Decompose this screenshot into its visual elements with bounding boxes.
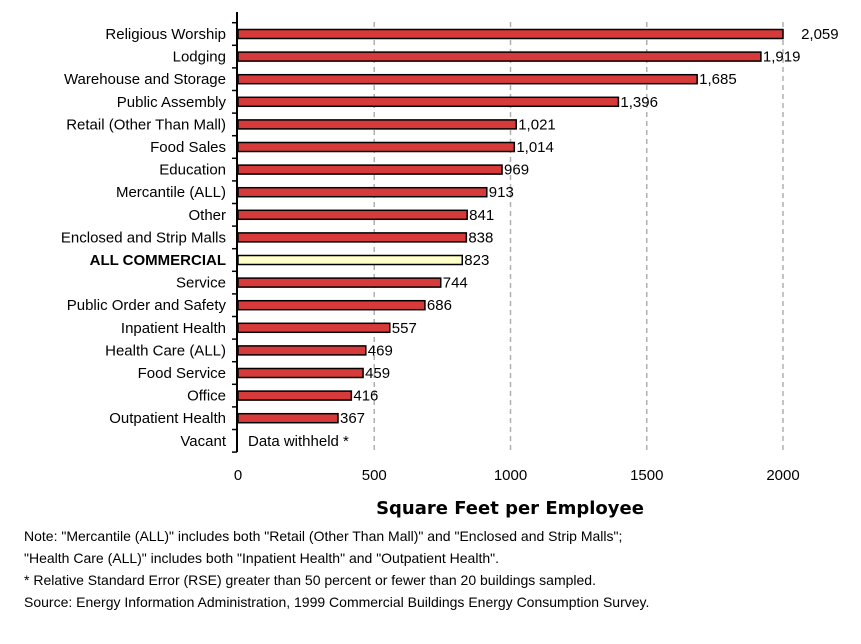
x-tick-label: 0 [234, 467, 242, 484]
category-label: Religious Worship [105, 26, 226, 43]
bar [237, 141, 516, 153]
bar [237, 28, 784, 40]
category-label: Office [187, 388, 226, 405]
data-label: 841 [469, 207, 494, 224]
category-label: Education [159, 162, 226, 179]
category-label: Public Assembly [117, 94, 227, 111]
data-label: 913 [489, 184, 514, 201]
data-label: 744 [443, 275, 468, 292]
bar [237, 96, 620, 108]
data-label: 459 [365, 365, 390, 382]
note-line-4: Source: Energy Information Administratio… [24, 594, 650, 610]
bar [237, 299, 426, 311]
data-label: 969 [504, 162, 529, 179]
bar [237, 277, 442, 288]
category-label: Mercantile (ALL) [116, 184, 226, 201]
bar [237, 412, 339, 424]
data-label: 1,685 [699, 71, 737, 88]
data-label: 1,014 [516, 139, 554, 156]
note-line-2: "Health Care (ALL)" includes both "Inpat… [24, 550, 499, 566]
data-label: 2,059 [801, 26, 839, 43]
bar [237, 322, 391, 334]
category-label: ALL COMMERCIAL [90, 252, 226, 269]
data-label: 823 [464, 252, 489, 269]
category-label: Lodging [173, 49, 226, 66]
bar [237, 119, 517, 130]
bar [237, 367, 364, 379]
bar [237, 73, 698, 85]
x-axis-label: Square Feet per Employee [376, 498, 644, 519]
bar [237, 51, 762, 62]
category-label: Other [188, 207, 226, 224]
category-label: Outpatient Health [109, 410, 226, 427]
category-label: Warehouse and Storage [64, 71, 226, 88]
data-label: 838 [468, 229, 493, 246]
category-label: Food Service [138, 365, 226, 382]
data-label: 557 [392, 320, 417, 337]
data-label: 1,919 [763, 49, 801, 66]
bar [237, 209, 468, 221]
bar [237, 390, 353, 401]
x-tick-label: 1000 [494, 467, 527, 484]
bar [237, 232, 468, 243]
category-label: Health Care (ALL) [105, 342, 226, 359]
category-label: Retail (Other Than Mall) [66, 116, 226, 133]
category-label: Food Sales [150, 139, 226, 156]
bar [237, 186, 488, 198]
note-line-1: Note: "Mercantile (ALL)" includes both "… [24, 528, 623, 544]
bar [237, 345, 367, 356]
category-label: Vacant [180, 433, 226, 450]
data-label: 1,021 [518, 116, 556, 133]
data-label: 416 [353, 388, 378, 405]
category-label: Public Order and Safety [67, 297, 227, 314]
data-label: 367 [340, 410, 365, 427]
bar-chart: Religious Worship Lodging Warehouse and St… [61, 12, 839, 519]
data-label: 1,396 [620, 94, 658, 111]
bar [237, 254, 464, 266]
category-label: Enclosed and Strip Malls [61, 229, 226, 246]
note-line-3: * Relative Standard Error (RSE) greater … [24, 572, 596, 588]
bar [237, 164, 503, 175]
x-tick-label: 500 [362, 467, 387, 484]
x-tick-label: 2000 [766, 467, 799, 484]
x-tick-label: 1500 [630, 467, 663, 484]
data-label: 469 [368, 342, 393, 359]
category-label: Inpatient Health [121, 320, 226, 337]
data-label: Data withheld * [248, 433, 349, 450]
category-label: Service [176, 275, 226, 292]
data-label: 686 [427, 297, 452, 314]
